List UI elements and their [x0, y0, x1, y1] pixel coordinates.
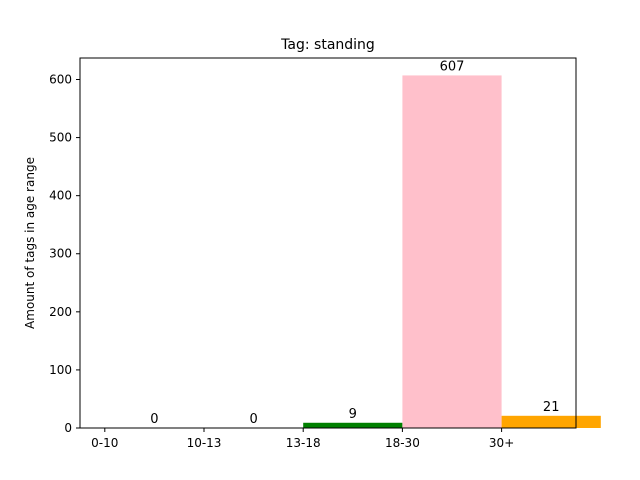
y-tick-label: 600 — [49, 72, 72, 86]
bar — [303, 422, 403, 428]
x-tick-label: 13-18 — [286, 436, 321, 450]
x-tick-label: 0-10 — [91, 436, 118, 450]
y-tick-label: 200 — [49, 305, 72, 319]
y-tick-label: 500 — [49, 131, 72, 145]
bar-value-label: 21 — [543, 400, 560, 415]
bar-value-label: 0 — [150, 412, 158, 427]
plot-area: 0 0 9 607 21 0 100 200 300 400 500 600 0-10 10-13 13-1… — [49, 57, 601, 450]
y-tick-label: 400 — [49, 189, 72, 203]
y-tick-label: 100 — [49, 363, 72, 377]
bar-value-label: 0 — [249, 412, 257, 427]
bar-value-label: 9 — [349, 407, 357, 422]
x-tick-label: 10-13 — [187, 436, 222, 450]
bar — [501, 415, 601, 428]
bar-value-label: 607 — [440, 59, 465, 74]
y-tick-label: 300 — [49, 247, 72, 261]
chart-title: Tag: standing — [280, 37, 375, 53]
bar — [402, 75, 502, 429]
y-tick-label: 0 — [64, 421, 72, 435]
x-tick-label: 18-30 — [385, 436, 420, 450]
axes-frame — [79, 57, 577, 429]
y-axis-label: Amount of tags in age range — [23, 157, 37, 329]
x-tick-label: 30+ — [489, 436, 514, 450]
